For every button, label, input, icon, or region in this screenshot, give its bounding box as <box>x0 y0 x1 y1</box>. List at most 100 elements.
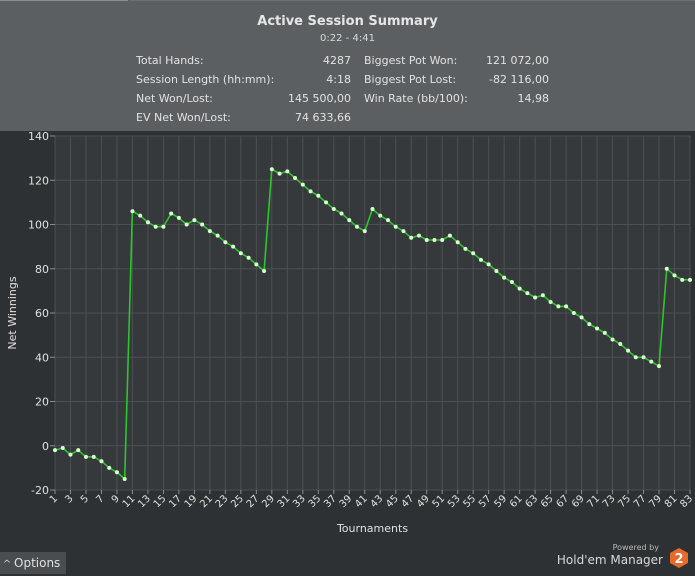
data-point <box>316 193 321 198</box>
x-tick-label: 57 <box>477 493 494 510</box>
data-point <box>277 171 282 176</box>
y-tick-label: 120 <box>28 174 49 187</box>
data-point <box>53 448 57 453</box>
data-point <box>494 268 499 273</box>
x-tick-label: 9 <box>110 493 122 505</box>
data-point <box>672 273 677 278</box>
data-point <box>533 295 538 300</box>
x-tick-label: 83 <box>678 493 695 510</box>
data-point <box>285 169 290 174</box>
data-point <box>215 233 220 238</box>
options-label: Options <box>14 556 61 570</box>
data-point <box>633 355 638 360</box>
data-point <box>641 355 646 360</box>
data-point <box>548 299 553 304</box>
data-point <box>192 218 197 223</box>
data-point <box>293 176 298 181</box>
data-point <box>455 240 460 245</box>
biggest-pot-won-label: Biggest Pot Won: <box>364 54 458 67</box>
data-point <box>509 280 514 285</box>
data-point <box>447 233 452 238</box>
data-point <box>300 182 305 187</box>
data-point <box>564 304 569 309</box>
biggest-pot-lost-value: -82 116,00 <box>489 73 549 86</box>
data-point <box>664 266 669 271</box>
x-tick-label: 35 <box>307 493 324 510</box>
x-tick-label: 53 <box>446 493 463 510</box>
data-point <box>114 470 119 475</box>
data-point <box>107 465 112 470</box>
x-tick-label: 41 <box>353 493 370 510</box>
x-tick-label: 73 <box>601 493 618 510</box>
data-point <box>525 291 530 296</box>
biggest-pot-won-value: 121 072,00 <box>486 54 549 67</box>
data-point <box>587 322 592 327</box>
x-tick-label: 43 <box>369 493 386 510</box>
options-button[interactable]: ^ Options <box>0 552 66 574</box>
data-point <box>91 454 96 459</box>
data-point <box>269 167 274 172</box>
net-won-lost-label: Net Won/Lost: <box>136 92 213 105</box>
data-point <box>602 330 607 335</box>
data-point <box>626 348 631 353</box>
data-point <box>401 229 406 234</box>
x-tick-label: 11 <box>121 493 138 510</box>
x-tick-label: 25 <box>229 493 246 510</box>
x-tick-label: 3 <box>63 493 75 505</box>
data-point <box>657 364 662 369</box>
summary-title: Active Session Summary <box>257 14 438 29</box>
data-point <box>680 277 685 282</box>
data-point <box>440 237 445 242</box>
data-point <box>145 220 150 225</box>
holdem-manager-logo-icon: 2 <box>670 548 688 568</box>
data-point <box>393 224 398 229</box>
data-point <box>153 224 158 229</box>
x-tick-label: 79 <box>647 493 664 510</box>
x-tick-label: 37 <box>322 493 339 510</box>
x-tick-label: 15 <box>152 493 169 510</box>
y-tick-label: 80 <box>35 263 49 276</box>
x-tick-label: 1 <box>48 493 60 505</box>
data-point <box>362 229 367 234</box>
x-tick-label: 65 <box>539 493 556 510</box>
powered-by-label: Powered by <box>612 543 659 552</box>
x-tick-label: 77 <box>632 493 649 510</box>
x-tick-label: 47 <box>400 493 417 510</box>
svg-text:2: 2 <box>674 552 683 567</box>
y-tick-label: 140 <box>28 131 49 143</box>
data-point <box>308 189 313 194</box>
x-tick-label: 71 <box>585 493 602 510</box>
data-point <box>99 459 104 464</box>
x-tick-label: 81 <box>663 493 680 510</box>
x-tick-label: 31 <box>276 493 293 510</box>
data-point <box>223 240 228 245</box>
win-rate-label: Win Rate (bb/100): <box>364 92 468 105</box>
series-group <box>53 167 692 481</box>
data-point <box>610 337 615 342</box>
x-tick-label: 59 <box>492 493 509 510</box>
session-summary-panel: Active Session Summary 0:22 - 4:41 Total… <box>0 0 695 131</box>
data-point <box>595 326 600 331</box>
data-point <box>688 277 692 282</box>
session-length-value: 4:18 <box>326 73 351 86</box>
x-tick-label: 51 <box>431 493 448 510</box>
x-tick-label: 19 <box>183 493 200 510</box>
x-tick-label: 23 <box>214 493 231 510</box>
data-point <box>378 213 383 218</box>
data-point <box>502 275 507 280</box>
y-axis-label: Net Winnings <box>6 276 19 349</box>
data-point <box>618 341 623 346</box>
x-tick-label: 45 <box>384 493 401 510</box>
data-point <box>246 255 251 260</box>
data-point <box>556 304 561 309</box>
biggest-pot-lost-label: Biggest Pot Lost: <box>364 73 457 86</box>
data-point <box>200 222 205 227</box>
data-point <box>579 315 584 320</box>
data-point <box>169 211 174 216</box>
data-point <box>184 222 189 227</box>
data-point <box>138 213 143 218</box>
data-point <box>176 215 181 220</box>
data-point <box>207 229 212 234</box>
x-tick-label: 61 <box>508 493 525 510</box>
data-point <box>339 211 344 216</box>
